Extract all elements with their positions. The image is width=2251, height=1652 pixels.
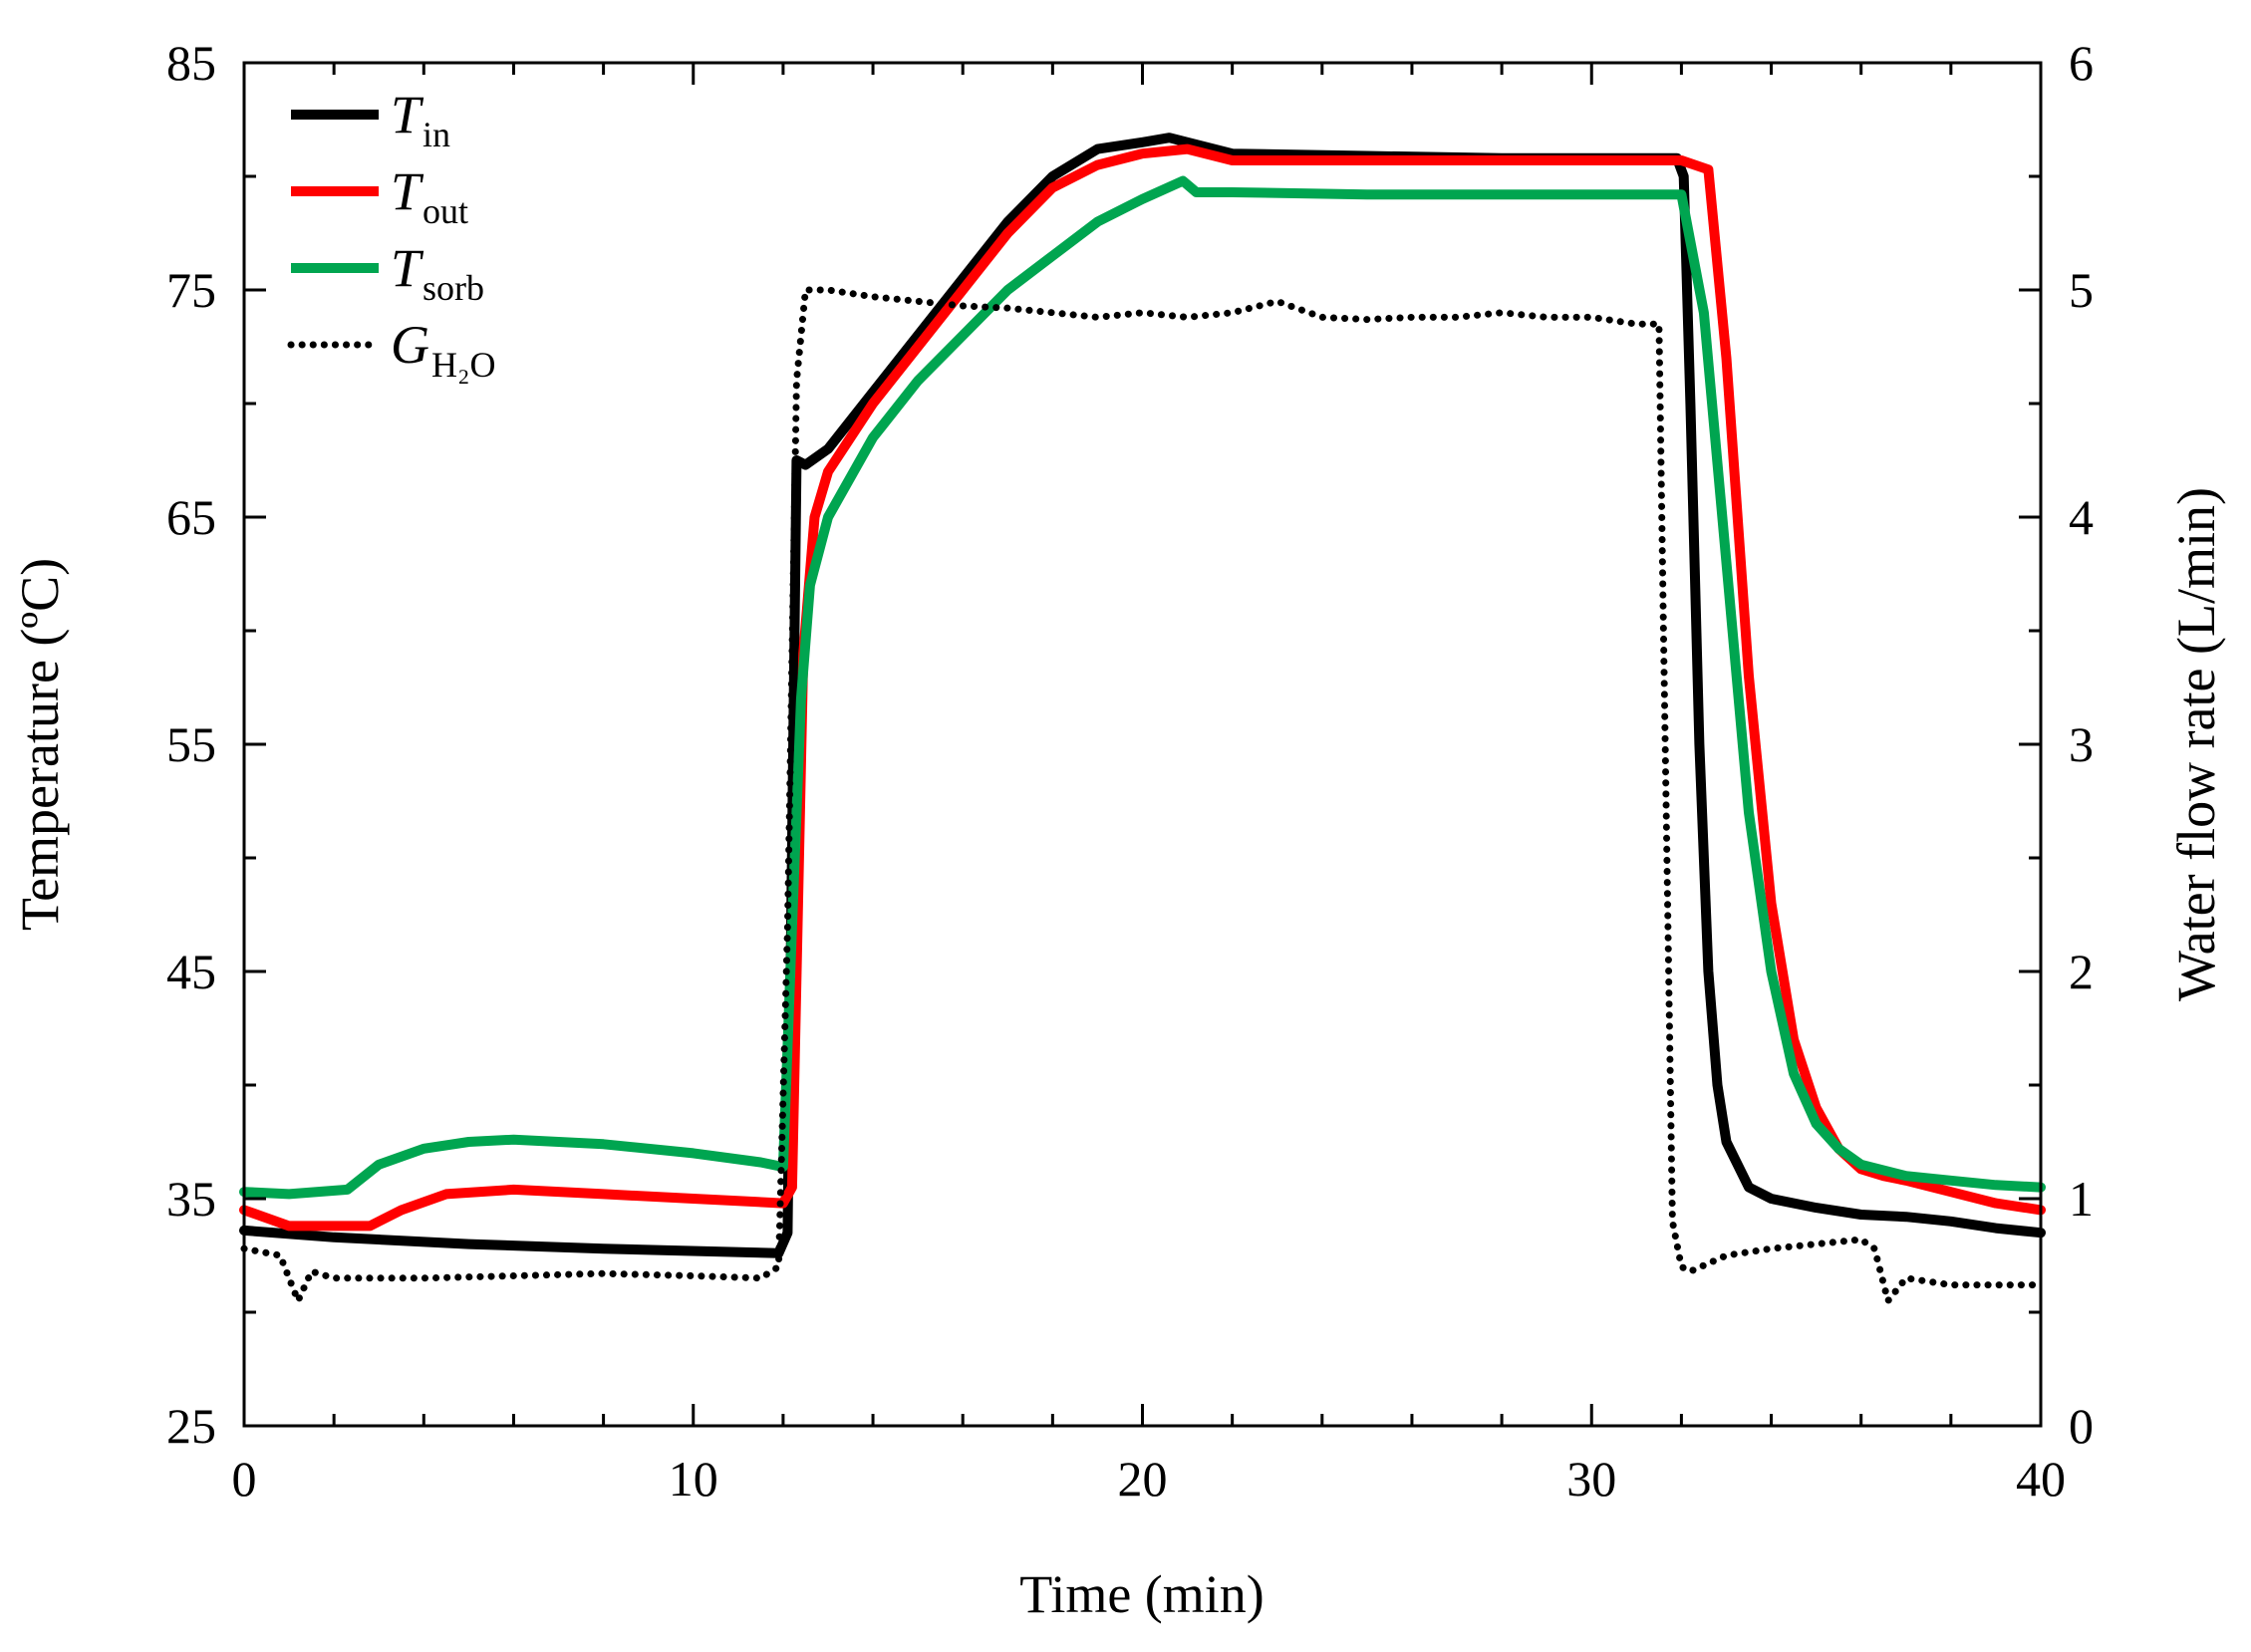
y2-tick-label: 6 xyxy=(2069,35,2094,91)
tick-layer xyxy=(242,61,2043,1428)
y2-tick-label: 3 xyxy=(2069,716,2094,772)
series-line-t-sorb xyxy=(239,175,2046,1200)
y2-tick-label: 1 xyxy=(2069,1171,2094,1227)
series-line-t-in xyxy=(239,133,2046,1258)
legend-label: Tout xyxy=(391,161,468,231)
legend-entry: Tsorb xyxy=(291,238,484,308)
y-tick-label: 65 xyxy=(166,489,216,545)
legend-entry: Tout xyxy=(291,161,468,231)
x-tick-label: 0 xyxy=(232,1451,257,1507)
x-tick-label: 20 xyxy=(1118,1451,1168,1507)
y-tick-label: 55 xyxy=(166,716,216,772)
y-axis-title: Temperature (ºC) xyxy=(10,558,70,931)
series-layer xyxy=(239,133,2046,1305)
y2-axis-title: Water flow rate (L/min) xyxy=(2166,487,2226,1001)
y-tick-label: 85 xyxy=(166,35,216,91)
legend-label: Tin xyxy=(391,85,450,154)
legend-label: GH₂O xyxy=(391,315,496,385)
y2-tick-label: 5 xyxy=(2069,262,2094,318)
legend-entry: Tin xyxy=(291,85,450,154)
x-axis-title: Time (min) xyxy=(1019,1564,1265,1624)
x-tick-label: 10 xyxy=(669,1451,718,1507)
y-tick-label: 75 xyxy=(166,262,216,318)
y2-tick-label: 4 xyxy=(2069,489,2094,545)
y-tick-label: 45 xyxy=(166,944,216,999)
y-tick-label: 25 xyxy=(166,1398,216,1454)
series-line-g-h2o xyxy=(240,286,2045,1305)
y2-tick-label: 0 xyxy=(2069,1398,2094,1454)
legend-entry: GH₂O xyxy=(287,315,496,385)
y2-tick-label: 2 xyxy=(2069,944,2094,999)
x-tick-label: 40 xyxy=(2016,1451,2066,1507)
legend-label: Tsorb xyxy=(391,238,484,308)
x-tick-label: 30 xyxy=(1566,1451,1616,1507)
y-tick-label: 35 xyxy=(166,1171,216,1227)
